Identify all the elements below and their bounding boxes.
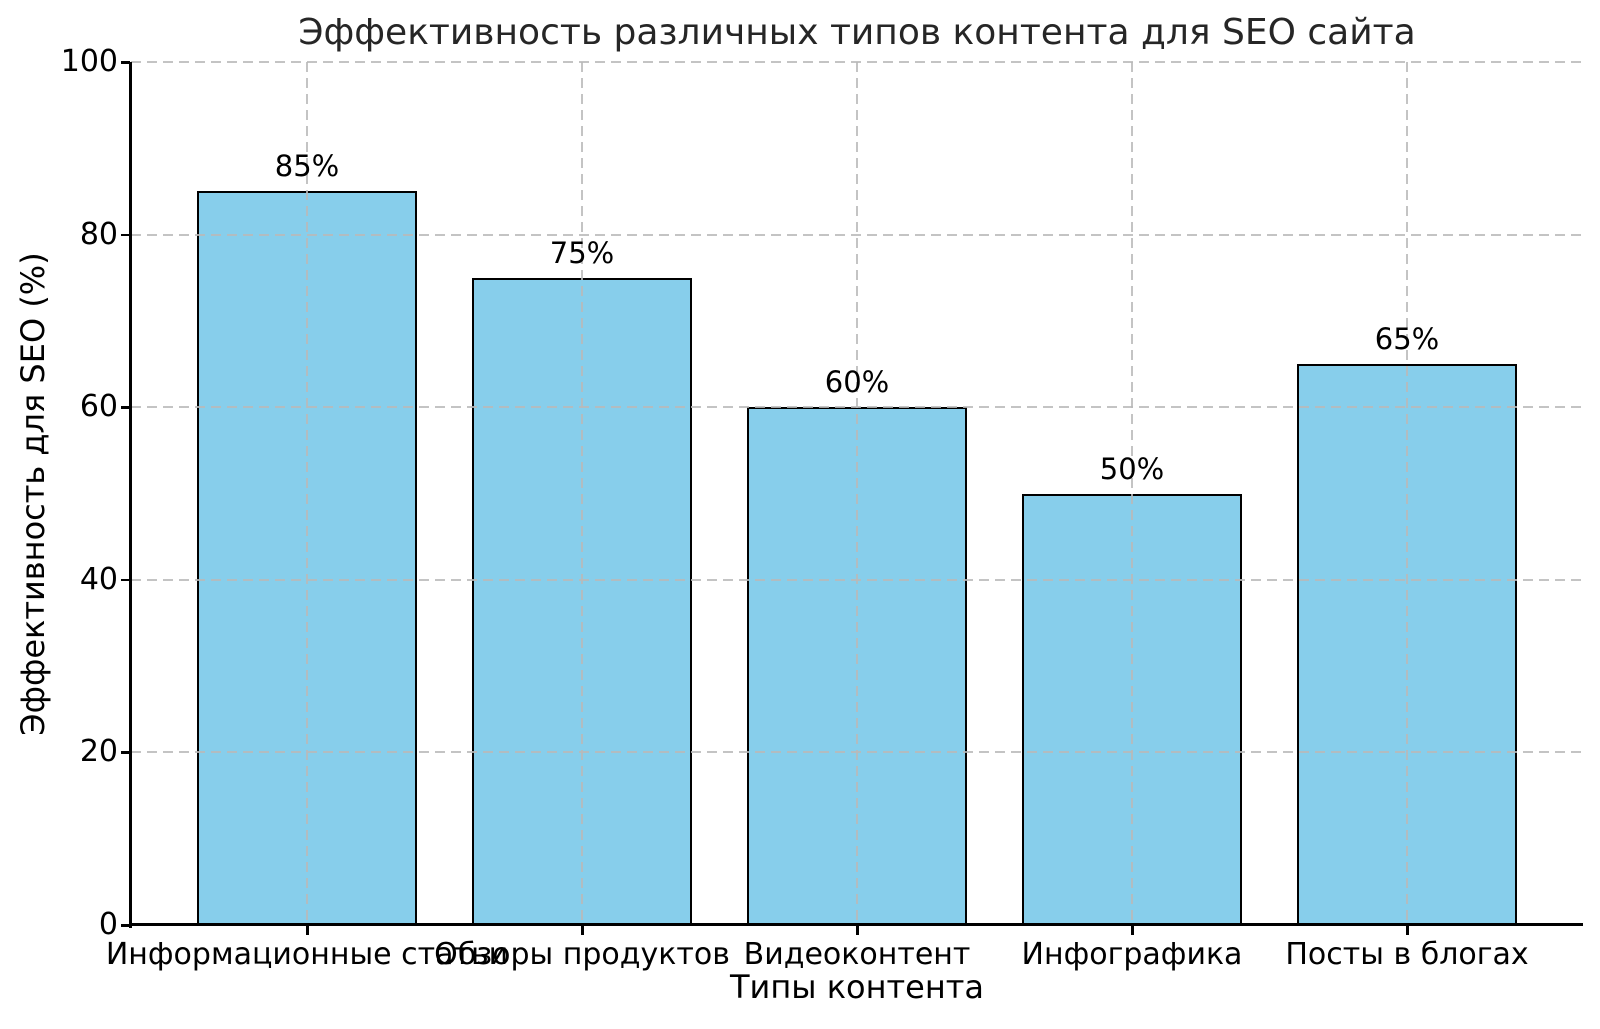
y-tick-label: 0 [98,907,118,942]
v-gridline [1406,62,1408,925]
y-tick-mark [121,751,130,754]
y-tick-label: 40 [79,561,118,597]
y-tick-mark [121,61,130,64]
y-tick-mark [121,578,130,582]
v-gridline [856,62,858,925]
x-tick-label: Инфографика [1021,937,1243,972]
x-tick-label: Информационные статьи [105,937,509,972]
x-tick-mark [856,926,859,935]
y-tick-mark [121,924,130,927]
y-tick-label: 80 [79,216,118,252]
y-tick-label: 20 [79,734,118,770]
y-tick-mark [121,233,130,237]
plot-area: 85% 75% 60% 50% 65% [131,61,1583,925]
v-gridline [306,62,308,925]
y-axis-label: Эффективность для SEO (%) [14,252,52,736]
x-tick-mark [1406,926,1409,935]
bar-value-label: 75% [549,235,615,270]
x-tick-mark [1131,926,1134,935]
v-gridline [581,62,583,925]
x-tick-label: Видеоконтент [743,937,971,972]
bar-value-label: 60% [824,365,890,400]
x-axis-label: Типы контента [729,968,985,1006]
chart-title: Эффективность различных типов контента д… [298,12,1416,53]
x-axis-spine [131,923,1583,926]
x-tick-label: Посты в блогах [1285,937,1529,972]
x-tick-mark [306,926,309,935]
bar-value-label: 50% [1099,451,1165,486]
bar-value-label: 65% [1374,322,1440,357]
y-tick-label: 60 [79,389,118,425]
x-tick-mark [581,926,584,935]
bar-value-label: 85% [274,149,340,184]
y-tick-mark [121,406,130,409]
y-tick-label: 100 [60,44,118,79]
x-tick-label: Обзоры продуктов [434,937,730,972]
y-axis-spine [129,62,132,928]
v-gridline [1131,62,1133,925]
